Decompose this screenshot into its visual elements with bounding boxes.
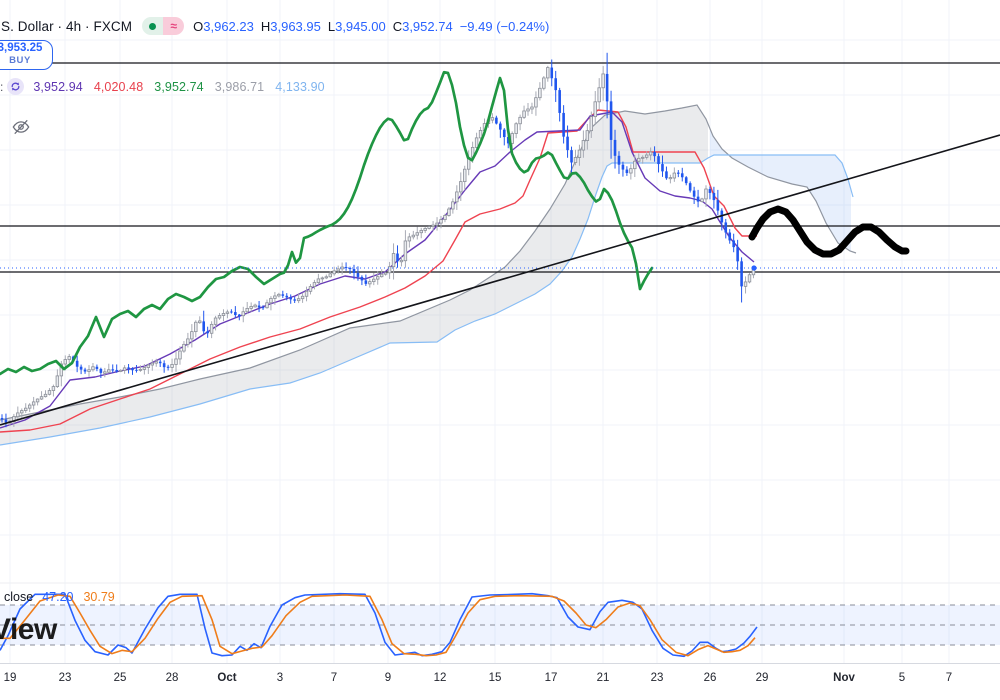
- trendline-drawing[interactable]: [0, 134, 1000, 426]
- close-value: 3,952.74: [402, 18, 453, 34]
- time-axis-label: 21: [596, 672, 610, 684]
- delayed-data-icon: ≈: [163, 17, 185, 35]
- cloud-bearish-blue: [710, 128, 851, 252]
- legend-truncated-text: :: [0, 79, 4, 94]
- high-label: H: [260, 18, 271, 34]
- cloud-bullish-gray: [0, 105, 708, 445]
- senkou-b-line: [0, 154, 854, 446]
- market-status-badge[interactable]: ≈: [142, 17, 185, 35]
- chikou-line: [0, 70, 654, 376]
- time-axis-label: 29: [755, 672, 769, 684]
- time-axis-label: 28: [165, 672, 179, 684]
- time-axis-label: 23: [58, 672, 72, 684]
- stoch-source-label: close: [4, 590, 34, 604]
- time-axis-label: 23: [650, 672, 664, 684]
- time-axis-label: 17: [544, 672, 558, 684]
- time-axis-label: 7: [945, 672, 953, 684]
- time-axis[interactable]: 19 23 25 28 Oct 3 7 9 12 15 17 21 23 26 29 Nov 5 7: [0, 663, 1000, 700]
- time-axis-label: 12: [433, 672, 447, 684]
- time-axis-label: 25: [113, 672, 127, 684]
- price-change: −9.49 (−0.24%): [459, 18, 550, 34]
- buy-button[interactable]: 3,953.25 BUY: [0, 40, 53, 70]
- ichimoku-legend[interactable]: : 3,952.94 4,020.48 3,952.74 3,986.71 4,…: [0, 78, 336, 95]
- time-axis-label: 9: [384, 672, 392, 684]
- stoch-d-value: 30.79: [83, 590, 115, 604]
- chikou-value: 3,952.74: [154, 79, 204, 94]
- time-axis-label: 5: [898, 672, 906, 684]
- last-price-marker: [751, 265, 757, 271]
- low-value: 3,945.00: [335, 18, 386, 34]
- eye-off-icon[interactable]: [11, 117, 31, 137]
- tenkan-value: 3,952.94: [33, 79, 83, 94]
- time-axis-label: 15: [488, 672, 502, 684]
- kijun-value: 4,020.48: [93, 79, 144, 94]
- time-axis-label: Oct: [217, 672, 237, 684]
- symbol-title[interactable]: S. Dollar · 4h · FXCM: [1, 18, 133, 34]
- kijun-line: [0, 109, 757, 433]
- close-label: C: [392, 18, 403, 34]
- candlesticks: [0, 52, 756, 428]
- sync-icon[interactable]: [7, 78, 25, 95]
- open-label: O: [193, 18, 204, 34]
- brush-squiggle-drawing[interactable]: [748, 205, 910, 258]
- open-value: 3,962.23: [203, 18, 254, 34]
- buy-label: BUY: [9, 55, 31, 66]
- time-axis-label: Nov: [833, 672, 855, 684]
- time-axis-label: 3: [276, 672, 284, 684]
- senkou-a-value: 3,986.71: [214, 79, 265, 94]
- symbol-legend[interactable]: S. Dollar · 4h · FXCM ≈ O3,962.23 H3,963…: [1, 16, 549, 36]
- high-value: 3,963.95: [270, 18, 321, 34]
- time-axis-label: 19: [3, 672, 17, 684]
- market-open-icon: [142, 17, 164, 35]
- tradingview-watermark: View: [0, 613, 57, 646]
- buy-price: 3,953.25: [0, 42, 43, 54]
- grid: [0, 0, 1000, 663]
- time-axis-label: 26: [703, 672, 717, 684]
- stochastic-legend[interactable]: close 47.20 30.79: [4, 590, 115, 604]
- stoch-k-value: 47.20: [42, 590, 74, 604]
- stochastic-pane: [0, 582, 1000, 658]
- time-axis-label: 7: [330, 672, 338, 684]
- senkou-b-value: 4,133.90: [275, 79, 325, 94]
- low-label: L: [327, 18, 336, 34]
- ohlc-values: O3,962.23 H3,963.95 L3,945.00 C3,952.74 …: [193, 19, 549, 34]
- stoch-d-line: [0, 594, 756, 657]
